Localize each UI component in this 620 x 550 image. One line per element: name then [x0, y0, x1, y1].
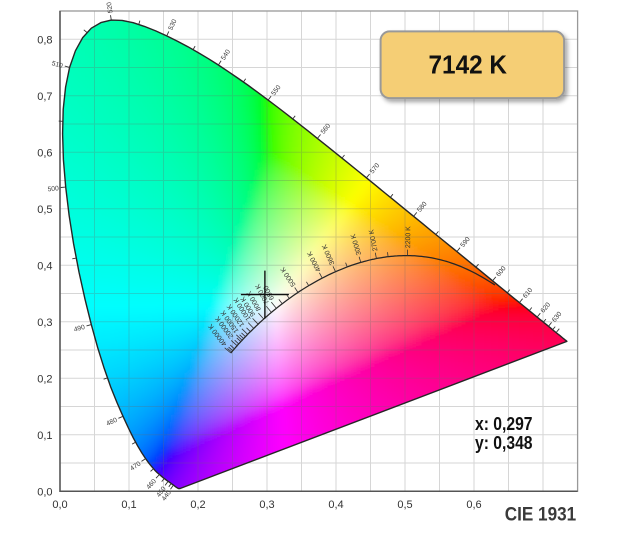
svg-text:0,4: 0,4 — [328, 499, 343, 511]
svg-text:0,2: 0,2 — [37, 374, 52, 386]
svg-text:0,2: 0,2 — [190, 499, 205, 511]
svg-text:0,0: 0,0 — [37, 487, 52, 499]
svg-text:500: 500 — [47, 185, 59, 193]
svg-text:CIE 1931: CIE 1931 — [505, 504, 577, 525]
svg-text:0,5: 0,5 — [37, 204, 52, 216]
svg-text:480: 480 — [105, 417, 118, 428]
svg-text:0,6: 0,6 — [37, 147, 52, 159]
svg-text:0,1: 0,1 — [121, 499, 136, 511]
svg-text:0,0: 0,0 — [52, 499, 67, 511]
svg-text:530: 530 — [167, 18, 178, 31]
svg-text:x: 0,297: x: 0,297 — [475, 413, 533, 434]
svg-text:0,7: 0,7 — [37, 91, 52, 103]
svg-text:7142 K: 7142 K — [429, 49, 508, 79]
svg-text:2200 K: 2200 K — [405, 226, 412, 248]
svg-text:520: 520 — [106, 1, 115, 13]
svg-text:510: 510 — [51, 60, 64, 70]
svg-text:0,8: 0,8 — [37, 34, 52, 46]
svg-text:0,3: 0,3 — [37, 317, 52, 329]
svg-text:0,5: 0,5 — [397, 499, 412, 511]
svg-text:0,4: 0,4 — [37, 261, 52, 273]
svg-text:0,1: 0,1 — [37, 430, 52, 442]
svg-text:0,3: 0,3 — [259, 499, 274, 511]
svg-text:2700 K: 2700 K — [368, 229, 379, 252]
svg-text:0,6: 0,6 — [466, 499, 481, 511]
svg-text:y: 0,348: y: 0,348 — [475, 432, 533, 453]
svg-text:490: 490 — [73, 324, 86, 334]
